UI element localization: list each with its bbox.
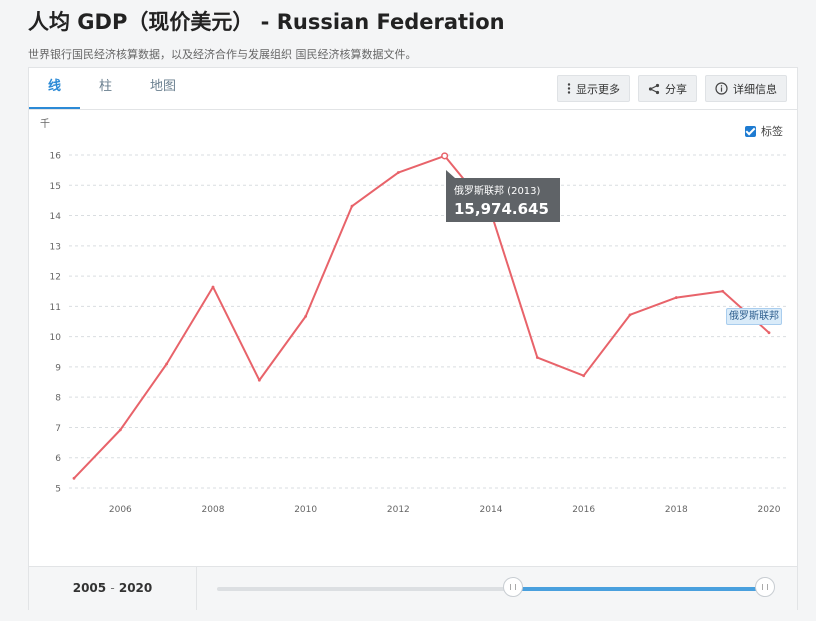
data-point <box>441 152 449 160</box>
show-more-label: 显示更多 <box>576 82 620 96</box>
y-tick-label: 13 <box>50 242 61 252</box>
y-tick-label: 9 <box>55 363 61 373</box>
share-icon <box>648 83 660 95</box>
tooltip-series: 俄罗斯联邦 (2013) <box>454 186 541 197</box>
range-end: 2020 <box>118 581 153 595</box>
show-more-button[interactable]: 显示更多 <box>557 75 630 102</box>
y-tick-label: 6 <box>55 454 61 464</box>
y-tick-label: 5 <box>55 485 61 495</box>
range-slider-fill <box>513 587 765 591</box>
range-slider-start-handle[interactable] <box>503 577 523 597</box>
x-tick-label: 2018 <box>665 505 688 515</box>
y-tick-label: 7 <box>55 424 61 434</box>
tooltip-value: 15,974.645 <box>454 200 549 218</box>
data-point <box>582 374 586 378</box>
data-point <box>304 314 308 318</box>
year-range-label: 2005 - 2020 <box>29 567 197 610</box>
data-point <box>396 171 400 174</box>
data-point <box>165 362 169 366</box>
y-tick-label: 16 <box>50 152 62 162</box>
x-tick-label: 2014 <box>480 505 503 515</box>
x-tick-label: 2020 <box>758 505 781 515</box>
tab-line[interactable]: 线 <box>29 68 81 109</box>
chart-panel: 线 柱 地图 显示更多 分享 详细信息 千 5 6 7 8 9 10 11 12 13 14 15 16… <box>28 67 798 610</box>
x-tick-label: 2008 <box>202 505 225 515</box>
label-toggle-text: 标签 <box>761 125 783 138</box>
chart-area: 千 5 6 7 8 9 10 11 12 13 14 15 16 2006 2008 2010 2012 2014… <box>29 110 797 566</box>
line-chart: 千 5 6 7 8 9 10 11 12 13 14 15 16 2006 2008 2010 2012 2014… <box>40 118 789 515</box>
y-tick-label: 8 <box>55 394 61 404</box>
data-point <box>118 428 122 432</box>
info-icon <box>715 82 728 95</box>
y-tick-label: 15 <box>50 182 61 192</box>
share-label: 分享 <box>665 82 687 96</box>
x-tick-label: 2006 <box>109 505 132 515</box>
page-subtitle: 世界银行国民经济核算数据，以及经济合作与发展组织 国民经济核算数据文件。 <box>28 48 417 61</box>
x-tick-label: 2016 <box>572 505 595 515</box>
toolbar: 显示更多 分享 详细信息 <box>557 75 787 102</box>
range-separator: - <box>110 581 115 595</box>
series-line <box>73 154 770 480</box>
range-start: 2005 <box>72 581 107 595</box>
x-tick-label: 2012 <box>387 505 410 515</box>
details-label: 详细信息 <box>733 82 777 96</box>
range-slider-end-handle[interactable] <box>755 577 775 597</box>
y-axis-unit-label: 千 <box>40 118 50 130</box>
data-point <box>535 356 539 359</box>
range-slider-track[interactable] <box>217 587 765 591</box>
x-tick-label: 2010 <box>294 505 317 515</box>
data-point <box>721 289 725 293</box>
details-button[interactable]: 详细信息 <box>705 75 787 102</box>
data-tooltip: 俄罗斯联邦 (2013) 15,974.645 <box>446 170 560 222</box>
data-point <box>257 378 261 382</box>
view-tabs: 线 柱 地图 <box>29 68 195 110</box>
tab-map[interactable]: 地图 <box>150 79 177 94</box>
tab-divider <box>29 109 797 110</box>
more-vertical-icon <box>567 83 571 94</box>
data-point <box>767 331 771 335</box>
y-tick-label: 14 <box>50 212 62 222</box>
y-tick-label: 10 <box>50 333 62 343</box>
range-footer: 2005 - 2020 <box>29 566 797 610</box>
data-point <box>72 476 76 480</box>
y-tick-label: 11 <box>50 303 61 313</box>
data-point <box>350 204 354 208</box>
y-tick-label: 12 <box>50 273 61 283</box>
label-toggle[interactable]: 标签 <box>745 123 783 139</box>
tab-bar[interactable]: 柱 <box>99 79 113 94</box>
page-title: 人均 GDP（现价美元） - Russian Federation <box>28 10 505 34</box>
series-end-label: 俄罗斯联邦 <box>726 308 782 325</box>
data-point <box>211 285 215 289</box>
label-checkbox[interactable] <box>745 125 756 137</box>
data-point <box>628 313 632 317</box>
share-button[interactable]: 分享 <box>638 75 697 102</box>
data-point <box>674 296 678 299</box>
